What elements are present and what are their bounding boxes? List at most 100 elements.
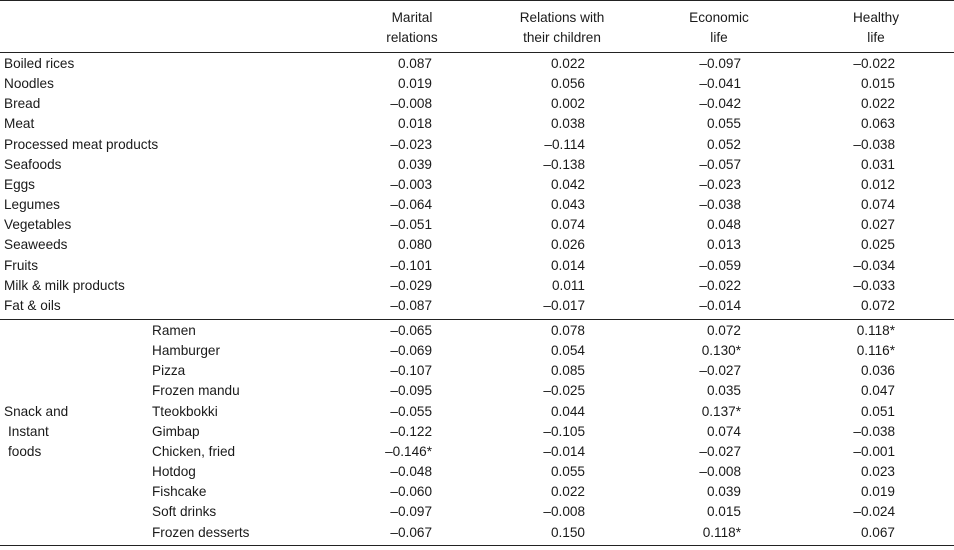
table-row: Fishcake –0.060 0.022 0.039 0.019 — [0, 482, 954, 502]
correlation-value: –0.087 — [390, 297, 432, 313]
header-line: Economic — [689, 10, 749, 25]
correlation-value: –0.024 — [853, 504, 895, 520]
header-line: life — [710, 30, 728, 45]
correlation-value: –0.003 — [390, 176, 432, 192]
correlation-value: 0.031 — [860, 156, 895, 172]
row-label: Fishcake — [152, 484, 207, 500]
row-label: Vegetables — [4, 217, 72, 233]
table-row: Hamburger –0.069 0.054 0.130* 0.116* — [0, 341, 954, 361]
correlation-value: –0.060 — [390, 484, 432, 500]
correlation-value: 0.027 — [860, 217, 895, 233]
correlation-value: 0.063 — [860, 116, 895, 132]
correlation-value: 0.019 — [860, 484, 895, 500]
correlation-value: –0.042 — [699, 96, 741, 112]
correlation-value: 0.015 — [706, 504, 741, 520]
correlation-value: 0.118* — [856, 323, 895, 338]
correlation-value: 0.038 — [550, 116, 585, 132]
correlation-value: –0.059 — [699, 257, 741, 273]
correlation-value: 0.067 — [860, 524, 895, 540]
correlation-value: –0.051 — [390, 217, 432, 233]
correlation-value: 0.044 — [550, 403, 585, 419]
row-label: Tteokbokki — [152, 403, 218, 419]
correlation-value: 0.014 — [550, 257, 585, 273]
correlation-value: –0.067 — [390, 524, 432, 540]
header-line: Marital — [391, 10, 433, 25]
correlation-value: –0.138 — [543, 156, 585, 172]
table-row: Chicken, fried –0.146* –0.014 –0.027 –0.001 — [0, 442, 954, 462]
correlation-value: 0.150 — [550, 524, 585, 540]
correlation-value: 0.118* — [702, 524, 741, 540]
header-line: Healthy — [852, 10, 900, 25]
row-label: Milk & milk products — [4, 277, 125, 293]
row-label: Frozen mandu — [152, 383, 240, 399]
correlation-value: 0.116* — [856, 343, 895, 359]
row-label: Seaweeds — [4, 237, 68, 253]
correlation-value: –0.023 — [390, 136, 432, 152]
correlation-value: –0.017 — [543, 297, 585, 313]
correlation-value: –0.022 — [699, 277, 741, 293]
row-label: Fruits — [4, 257, 38, 273]
header-relations-children: Relations with their children — [497, 8, 627, 48]
table-row: Boiled rices 0.087 0.022 –0.097 –0.022 — [0, 54, 954, 74]
correlation-value: –0.014 — [699, 297, 741, 313]
correlation-value: 0.023 — [860, 464, 895, 480]
row-label: Ramen — [152, 323, 196, 338]
correlation-value: 0.051 — [860, 403, 895, 419]
correlation-value: –0.008 — [543, 504, 585, 520]
table-row: Tteokbokki –0.055 0.044 0.137* 0.051 — [0, 402, 954, 422]
header-line: life — [867, 30, 885, 45]
correlation-value: –0.027 — [699, 443, 741, 459]
correlation-value: 0.078 — [550, 323, 585, 338]
correlation-value: 0.042 — [550, 176, 585, 192]
correlation-value: 0.015 — [860, 76, 895, 92]
row-label: Hamburger — [152, 343, 220, 359]
correlation-value: 0.087 — [397, 56, 432, 71]
correlation-value: 0.039 — [706, 484, 741, 500]
correlation-value: 0.022 — [550, 484, 585, 500]
table-row: Meat 0.018 0.038 0.055 0.063 — [0, 114, 954, 134]
correlation-value: 0.019 — [397, 76, 432, 92]
correlation-value: 0.055 — [706, 116, 741, 132]
table-row: Bread –0.008 0.002 –0.042 0.022 — [0, 94, 954, 114]
bottom-rule — [0, 545, 954, 546]
correlation-value: 0.043 — [550, 197, 585, 213]
correlation-value: –0.146* — [385, 443, 432, 459]
row-label: Soft drinks — [152, 504, 217, 520]
correlation-value: –0.001 — [853, 443, 895, 459]
table-row: Ramen –0.065 0.078 0.072 0.118* — [0, 321, 954, 341]
correlation-value: 0.026 — [550, 237, 585, 253]
correlation-value: 0.074 — [706, 423, 741, 439]
row-label: Frozen desserts — [152, 524, 250, 540]
row-label: Boiled rices — [4, 56, 75, 71]
table-row: Eggs –0.003 0.042 –0.023 0.012 — [0, 175, 954, 195]
correlation-value: –0.025 — [543, 383, 585, 399]
table-row: Seaweeds 0.080 0.026 0.013 0.025 — [0, 235, 954, 255]
row-label: Seafoods — [4, 156, 62, 172]
correlation-value: –0.069 — [390, 343, 432, 359]
correlation-value: –0.022 — [853, 56, 895, 71]
correlation-value: 0.035 — [706, 383, 741, 399]
correlation-value: –0.055 — [390, 403, 432, 419]
row-label: Bread — [4, 96, 41, 112]
correlation-value: –0.065 — [390, 323, 432, 338]
header-line: their children — [523, 30, 601, 45]
correlation-value: 0.130* — [701, 343, 741, 359]
correlation-value: 0.055 — [550, 464, 585, 480]
correlation-value: –0.033 — [853, 277, 895, 293]
group-rule — [0, 319, 954, 320]
header-economic-life: Economic life — [669, 8, 769, 48]
row-label: Processed meat products — [4, 136, 159, 152]
correlation-value: –0.057 — [699, 156, 741, 172]
correlation-value: 0.074 — [860, 197, 895, 213]
table-row: Processed meat products –0.023 –0.114 0.052… — [0, 135, 954, 155]
table-row: Fat & oils –0.087 –0.017 –0.014 0.072 — [0, 296, 954, 316]
correlation-value: –0.064 — [390, 197, 432, 213]
correlation-value: 0.025 — [860, 237, 895, 253]
correlation-value: –0.027 — [699, 363, 741, 379]
correlation-value: 0.039 — [397, 156, 432, 172]
top-rule — [0, 0, 954, 1]
correlation-value: –0.014 — [543, 443, 585, 459]
table-row: Fruits –0.101 0.014 –0.059 –0.034 — [0, 256, 954, 276]
row-label: Fat & oils — [4, 297, 61, 313]
